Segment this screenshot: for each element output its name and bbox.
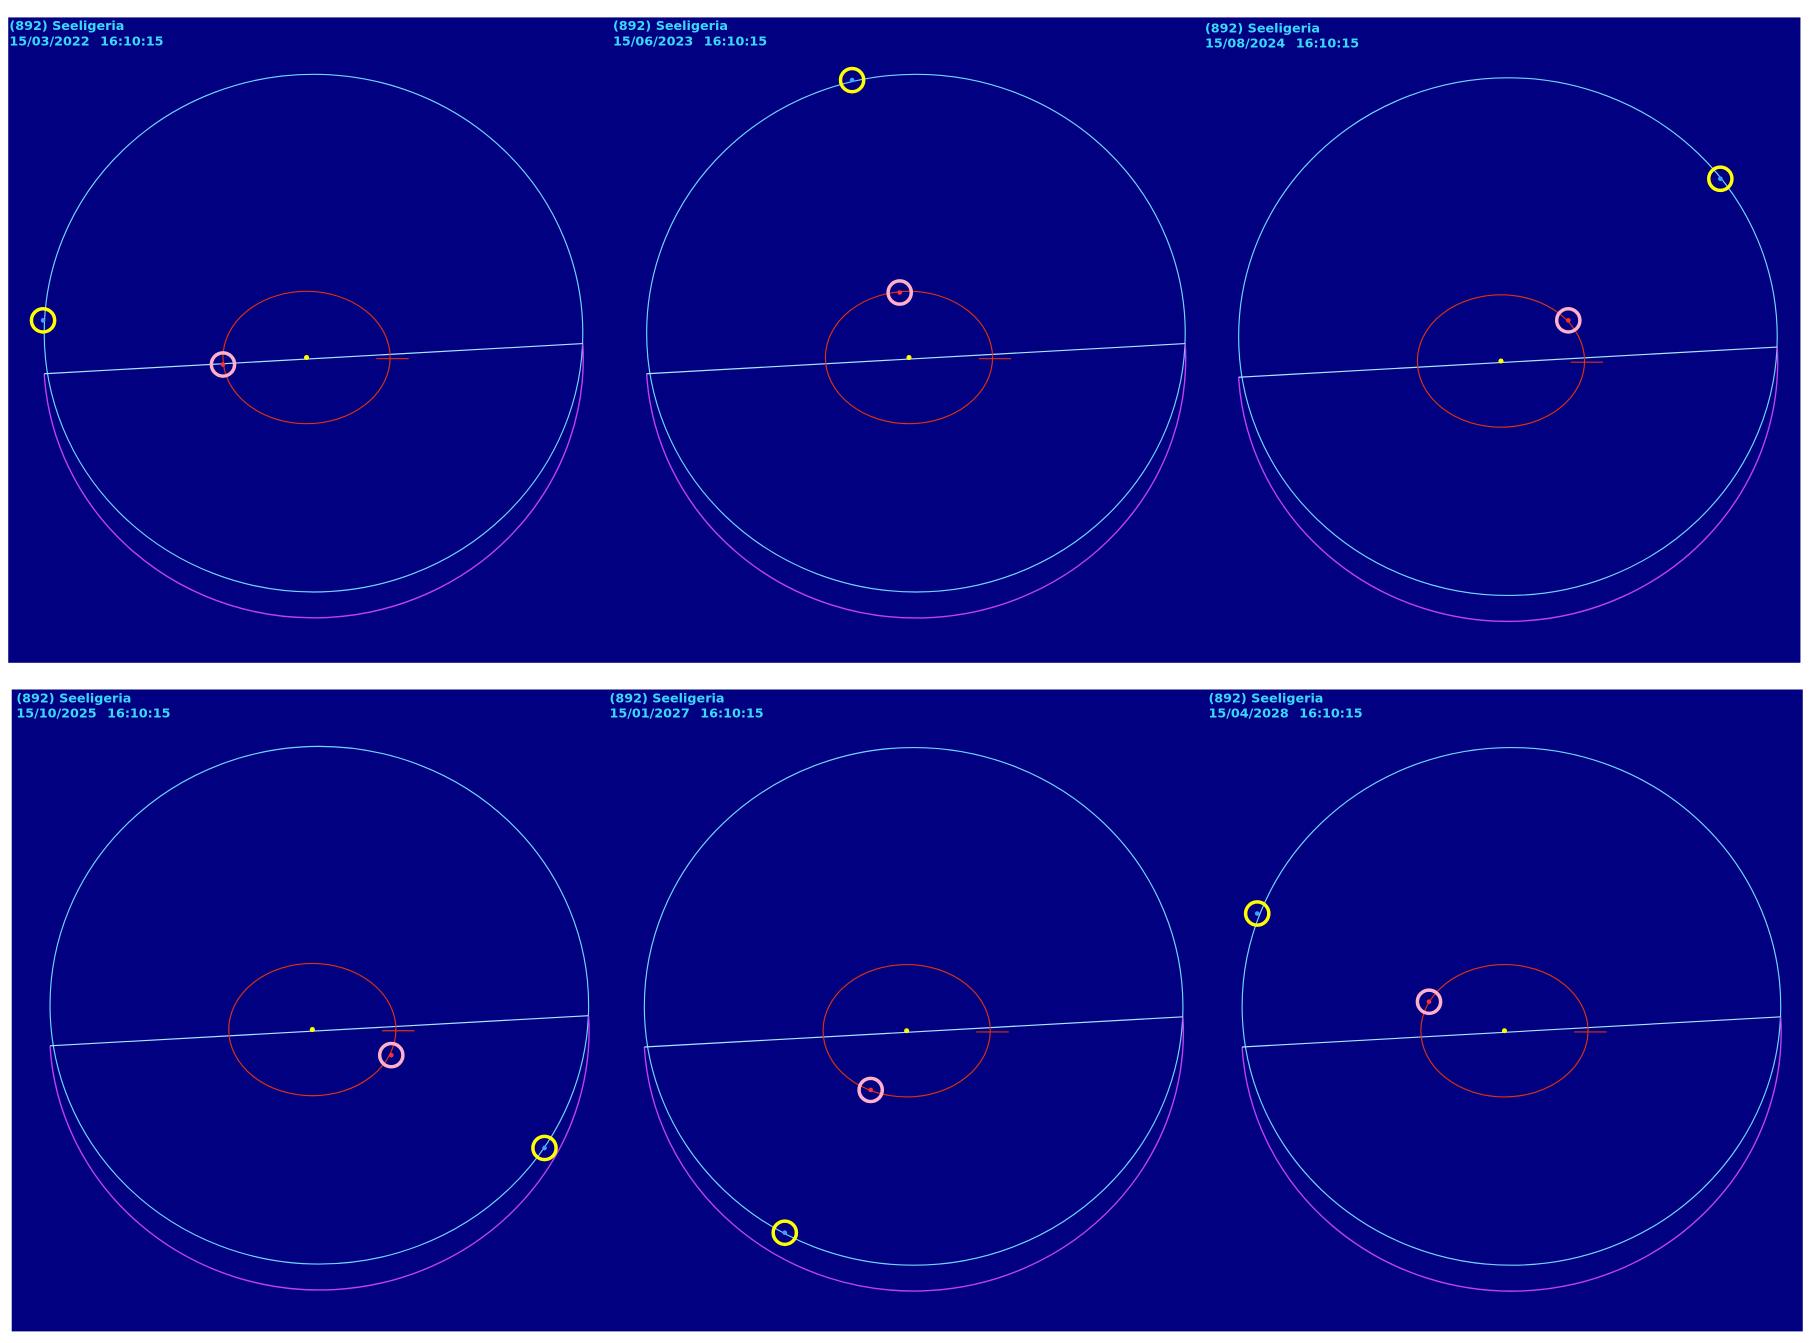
date-time: 15/06/2023 16:10:15 xyxy=(613,34,767,49)
earth xyxy=(220,362,226,367)
sun xyxy=(303,354,310,361)
earth-highlight xyxy=(209,351,237,378)
asteroid-orbit-lower xyxy=(43,343,584,619)
earth-orbit xyxy=(822,964,991,1098)
node-line xyxy=(1238,346,1778,378)
asteroid-orbit-upper xyxy=(49,745,590,1265)
time: 16:10:15 xyxy=(1296,37,1359,52)
sun xyxy=(904,1028,910,1034)
asteroid-orbit-upper xyxy=(1238,77,1778,597)
date: 15/01/2027 xyxy=(610,706,690,721)
asteroid xyxy=(1254,911,1260,916)
date-time: 15/03/2022 16:10:15 xyxy=(9,34,163,49)
asteroid-orbit-upper xyxy=(646,73,1186,593)
earth xyxy=(1565,318,1571,323)
earth xyxy=(1426,999,1432,1005)
time: 16:10:15 xyxy=(107,706,170,721)
date: 15/03/2022 xyxy=(9,34,89,49)
earth-orbit xyxy=(1420,964,1589,1098)
sun xyxy=(1501,1028,1508,1034)
asteroid-orbit-lower xyxy=(49,1015,590,1291)
date: 15/10/2025 xyxy=(16,706,96,721)
earth-highlight xyxy=(1415,988,1443,1016)
node-line xyxy=(49,1015,589,1047)
earth-highlight xyxy=(377,1041,405,1069)
asteroid xyxy=(782,1230,788,1236)
sun xyxy=(309,1027,315,1033)
node-line xyxy=(44,343,583,375)
earth-orbit xyxy=(1416,294,1586,428)
node-line xyxy=(644,1016,1183,1048)
asteroid-orbit-upper xyxy=(1241,746,1782,1266)
time: 16:10:15 xyxy=(700,706,763,721)
date: 15/08/2024 xyxy=(1205,37,1285,52)
date: 15/04/2028 xyxy=(1208,706,1288,721)
asteroid-orbit-lower xyxy=(1237,347,1779,623)
object-name: (892) Seeligeria xyxy=(610,691,725,706)
earth-highlight xyxy=(886,279,914,306)
date-time: 15/04/2028 16:10:15 xyxy=(1208,706,1362,721)
asteroid-orbit-lower xyxy=(1241,1016,1782,1292)
asteroid-highlight xyxy=(531,1134,558,1162)
earth-highlight xyxy=(1554,307,1582,334)
date-time: 15/10/2025 16:10:15 xyxy=(16,706,170,721)
earth-orbit xyxy=(222,290,391,425)
asteroid xyxy=(849,77,855,83)
asteroid xyxy=(1718,176,1723,182)
time: 16:10:15 xyxy=(1299,706,1362,721)
asteroid-orbit-lower xyxy=(643,1016,1185,1292)
asteroid-highlight xyxy=(29,307,57,334)
asteroid xyxy=(40,318,46,323)
asteroid-highlight xyxy=(1243,900,1271,927)
object-name: (892) Seeligeria xyxy=(613,19,728,34)
top-panel-background xyxy=(8,17,1801,663)
object-name: (892) Seeligeria xyxy=(9,19,124,34)
earth xyxy=(388,1052,394,1058)
asteroid xyxy=(542,1145,547,1151)
object-name: (892) Seeligeria xyxy=(1205,22,1320,37)
date: 15/06/2023 xyxy=(613,34,693,49)
sun xyxy=(1498,358,1504,364)
time: 16:10:15 xyxy=(100,34,163,49)
asteroid-orbit-lower xyxy=(645,343,1187,619)
date-time: 15/01/2027 16:10:15 xyxy=(610,706,764,721)
asteroid-orbit-upper xyxy=(643,746,1184,1266)
object-name: (892) Seeligeria xyxy=(16,691,131,706)
bottom-panel-background xyxy=(11,689,1803,1332)
earth xyxy=(897,290,903,295)
asteroid-highlight xyxy=(1707,165,1734,193)
node-line xyxy=(646,343,1186,375)
date-time: 15/08/2024 16:10:15 xyxy=(1205,37,1359,52)
asteroid-highlight xyxy=(771,1219,799,1247)
earth-orbit xyxy=(824,290,994,425)
object-name: (892) Seeligeria xyxy=(1208,691,1323,706)
earth-highlight xyxy=(857,1076,885,1104)
earth-orbit xyxy=(228,962,397,1097)
time: 16:10:15 xyxy=(704,34,767,49)
asteroid-highlight xyxy=(838,66,866,94)
earth xyxy=(868,1087,873,1093)
node-line xyxy=(1242,1016,1781,1048)
sun xyxy=(906,354,912,361)
